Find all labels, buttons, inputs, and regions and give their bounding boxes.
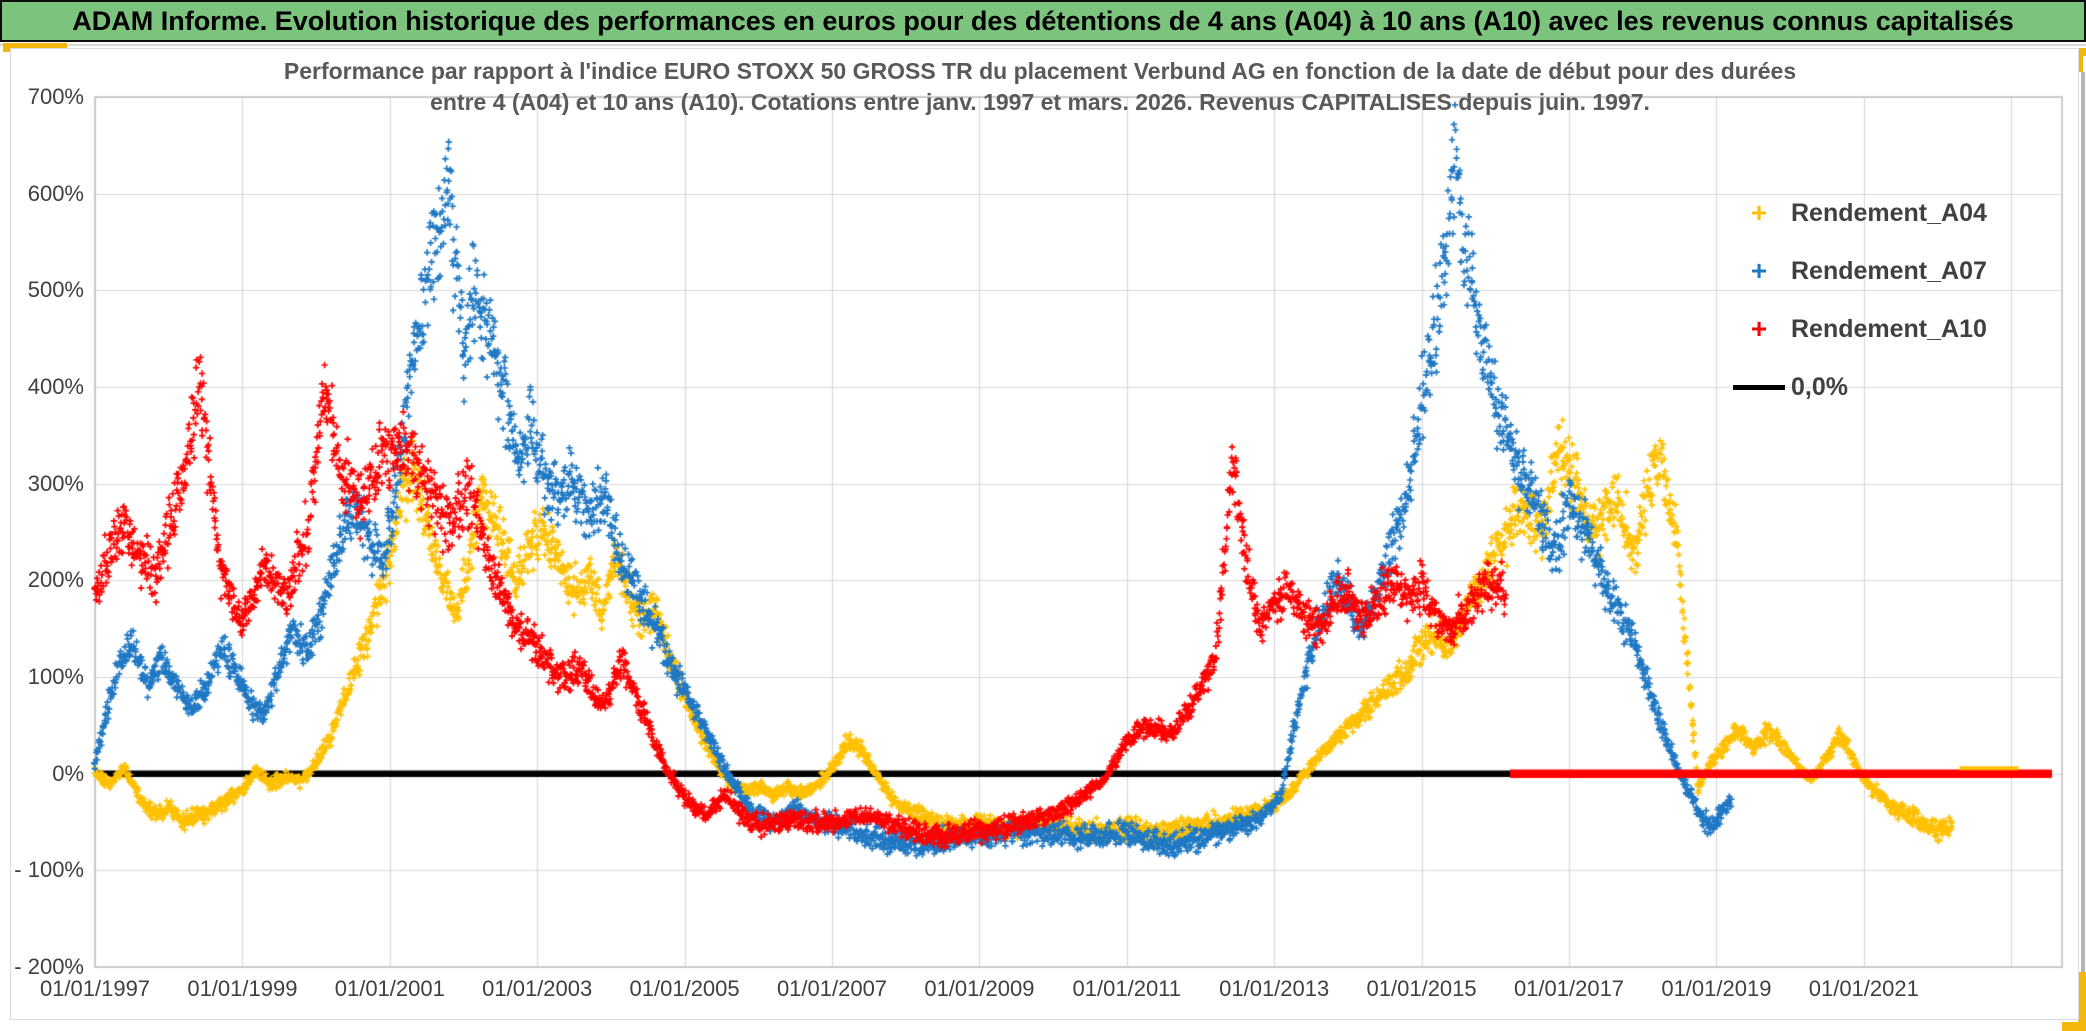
legend-label: Rendement_A04 (1791, 198, 1987, 227)
y-axis-tick-label: 100% (27, 664, 84, 690)
x-axis-tick-label: 01/01/2009 (924, 976, 1035, 1001)
x-axis-tick-label: 01/01/1999 (187, 976, 298, 1001)
x-axis-tick-label: 01/01/2003 (482, 976, 593, 1001)
plus-marker-icon: + (1750, 255, 1768, 286)
x-axis-tick-label: 01/01/2001 (334, 976, 445, 1001)
legend-item-rendement-a04: + Rendement_A04 (1733, 184, 2013, 242)
y-axis-tick-label: 500% (27, 277, 84, 303)
chart-title-line2: entre 4 (A04) et 10 ans (A10). Cotations… (430, 89, 1650, 115)
x-axis-tick-label: 01/01/1997 (39, 976, 151, 1001)
x-axis-tick-label: 01/01/2005 (629, 976, 740, 1001)
y-axis-tick-label: - 200% (14, 954, 84, 980)
x-axis-tick-label: 01/01/2007 (776, 976, 888, 1001)
legend-label: Rendement_A07 (1791, 256, 1987, 285)
legend-label: 0,0% (1791, 372, 1848, 401)
legend-item-rendement-a07: + Rendement_A07 (1733, 242, 2013, 300)
x-axis-tick-label: 01/01/2019 (1661, 976, 1772, 1001)
y-axis-tick-label: 300% (27, 470, 84, 496)
y-axis-tick-label: 200% (27, 567, 84, 593)
plus-marker-icon: + (1750, 313, 1768, 344)
x-axis-tick-label: 01/01/2011 (1072, 976, 1182, 1001)
x-axis-tick-label: 01/01/2015 (1366, 976, 1477, 1001)
y-axis-tick-label: 400% (27, 374, 84, 399)
legend-label: Rendement_A10 (1791, 314, 1987, 343)
y-axis-tick-label: 0% (52, 760, 84, 786)
legend-item-rendement-a10: + Rendement_A10 (1733, 300, 2013, 358)
chart-title-line1: Performance par rapport à l'indice EURO … (283, 58, 1797, 84)
y-axis-tick-label: 700% (27, 83, 84, 109)
x-axis-tick-label: 01/01/2017 (1513, 976, 1625, 1001)
plus-marker-icon: + (1750, 197, 1768, 228)
y-axis-tick-label: - 100% (14, 857, 84, 883)
legend-item-0-0-: 0,0% (1733, 358, 2013, 416)
chart-title: Performance par rapport à l'indice EURO … (95, 56, 1985, 118)
y-axis-tick-label: 600% (27, 180, 84, 206)
legend: + Rendement_A04 + Rendement_A07 + Rendement_A… (1733, 184, 2013, 416)
x-axis-tick-label: 01/01/2013 (1219, 976, 1330, 1001)
zero-line-icon (1733, 384, 1785, 390)
x-axis-tick-label: 01/01/2021 (1808, 976, 1919, 1001)
